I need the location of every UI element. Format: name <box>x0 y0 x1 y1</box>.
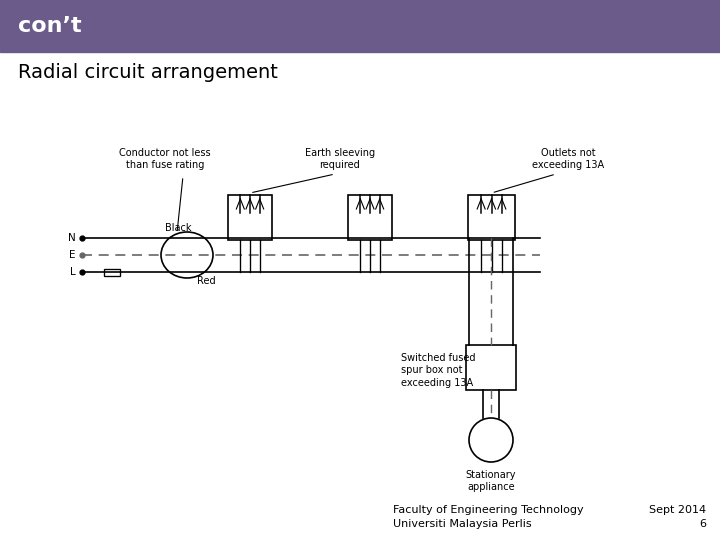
Text: Earth sleeving
required: Earth sleeving required <box>305 148 375 171</box>
Ellipse shape <box>161 232 213 278</box>
Text: Switched fused
spur box not
exceeding 13A: Switched fused spur box not exceeding 13… <box>401 353 475 388</box>
Bar <box>348 195 392 240</box>
Text: Faculty of Engineering Technology: Faculty of Engineering Technology <box>393 505 584 515</box>
Text: Red: Red <box>197 276 215 286</box>
Text: Universiti Malaysia Perlis: Universiti Malaysia Perlis <box>393 519 531 529</box>
Circle shape <box>469 418 513 462</box>
Text: Stationary
appliance: Stationary appliance <box>466 470 516 492</box>
Text: 6: 6 <box>699 519 706 529</box>
Bar <box>228 195 272 240</box>
Bar <box>104 268 120 275</box>
Text: Conductor not less
than fuse rating: Conductor not less than fuse rating <box>120 148 211 171</box>
Bar <box>468 195 515 240</box>
Text: E: E <box>70 250 76 260</box>
Text: Black: Black <box>165 223 192 233</box>
Text: L: L <box>71 267 76 277</box>
Text: Sept 2014: Sept 2014 <box>649 505 706 515</box>
Bar <box>466 345 516 390</box>
Text: N: N <box>68 233 76 243</box>
Bar <box>0 0 720 52</box>
Text: Radial circuit arrangement: Radial circuit arrangement <box>18 63 278 82</box>
Text: con’t: con’t <box>18 16 81 36</box>
Text: Outlets not
exceeding 13A: Outlets not exceeding 13A <box>532 148 604 171</box>
